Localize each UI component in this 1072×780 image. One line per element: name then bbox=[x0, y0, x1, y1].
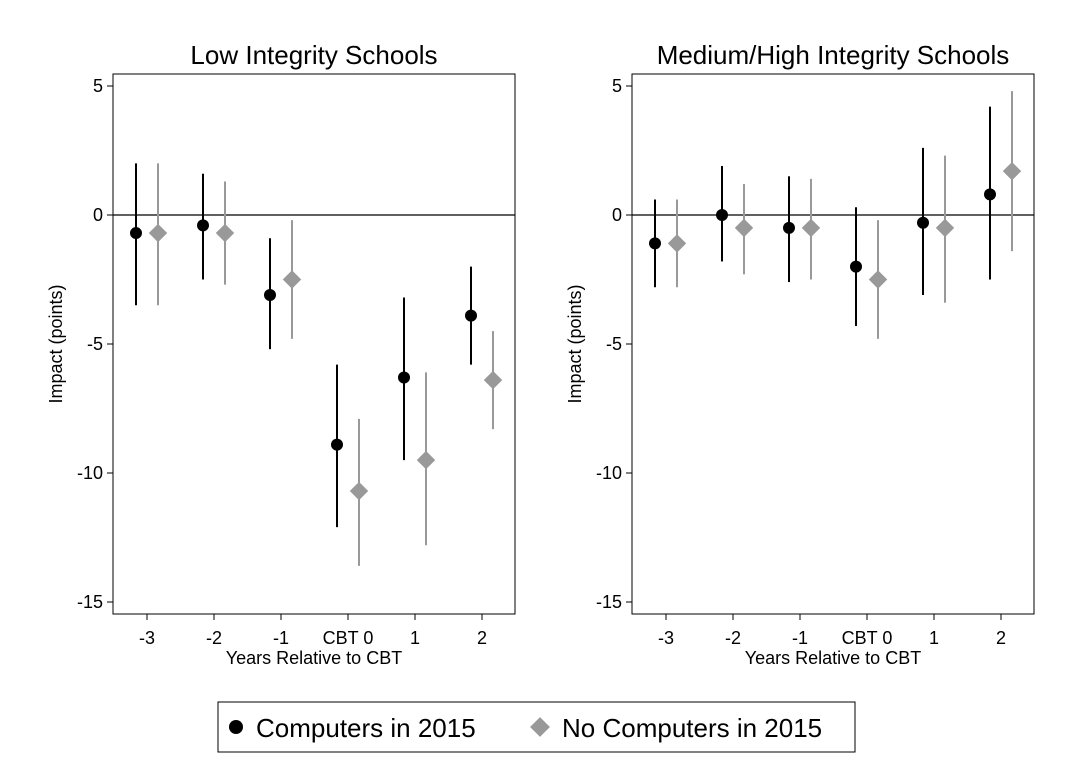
x-tick-label: -2 bbox=[206, 628, 222, 648]
data-point bbox=[282, 270, 302, 289]
x-tick-label: -3 bbox=[658, 628, 674, 648]
data-point bbox=[130, 227, 142, 240]
x-axis-label: Years Relative to CBT bbox=[226, 648, 402, 668]
x-tick-label: 1 bbox=[410, 628, 420, 648]
plot-marks bbox=[113, 163, 515, 566]
legend-marker-diamond bbox=[530, 717, 550, 737]
data-point bbox=[667, 234, 687, 253]
y-tick-label: -5 bbox=[606, 334, 622, 354]
y-axis: 5 0 -5 -10 -15 bbox=[77, 76, 113, 612]
data-point bbox=[917, 216, 929, 229]
plot-frame bbox=[112, 73, 516, 615]
data-point bbox=[465, 309, 477, 322]
plot-frame bbox=[631, 73, 1035, 615]
legend-label: No Computers in 2015 bbox=[562, 713, 822, 743]
x-axis: -3 -2 -1 CBT 0 1 2 bbox=[139, 614, 487, 648]
x-tick-label: -2 bbox=[725, 628, 741, 648]
x-tick-label: -3 bbox=[139, 628, 155, 648]
data-point bbox=[483, 370, 503, 390]
data-point bbox=[331, 438, 343, 451]
data-point bbox=[850, 260, 862, 273]
data-point bbox=[783, 221, 795, 234]
y-tick-label: -10 bbox=[596, 463, 622, 483]
data-point bbox=[935, 218, 955, 238]
y-tick-label: 5 bbox=[93, 76, 103, 96]
panel-low-integrity: Low Integrity Schools 5 0 -5 -10 -15 -3 -2 -1 C… bbox=[46, 40, 516, 668]
data-point bbox=[734, 218, 754, 238]
x-tick-label: 1 bbox=[929, 628, 939, 648]
y-tick-label: -15 bbox=[596, 592, 622, 612]
data-point bbox=[416, 450, 436, 470]
y-tick-label: -10 bbox=[77, 463, 103, 483]
y-tick-label: 5 bbox=[612, 76, 622, 96]
panel-medium-high-integrity: Medium/High Integrity Schools 50-5-10-15… bbox=[565, 40, 1035, 668]
y-axis-label: Impact (points) bbox=[46, 284, 66, 403]
data-point bbox=[215, 223, 235, 243]
y-tick-label: 0 bbox=[93, 205, 103, 225]
data-point bbox=[264, 288, 276, 301]
data-point bbox=[649, 237, 661, 250]
data-point bbox=[1002, 161, 1022, 181]
x-tick-label: 2 bbox=[477, 628, 487, 648]
x-tick-label: -1 bbox=[273, 628, 289, 648]
x-tick-label: 2 bbox=[996, 628, 1006, 648]
legend: Computers in 2015 No Computers in 2015 bbox=[217, 701, 856, 753]
plot-marks bbox=[632, 91, 1034, 339]
x-tick-label: CBT 0 bbox=[323, 628, 374, 648]
data-point bbox=[398, 371, 410, 384]
chart-title: Medium/High Integrity Schools bbox=[657, 40, 1010, 70]
x-tick-label: -1 bbox=[792, 628, 808, 648]
legend-marker-circle bbox=[229, 720, 243, 734]
y-tick-label: -15 bbox=[77, 592, 103, 612]
chart-title: Low Integrity Schools bbox=[190, 40, 437, 70]
y-tick-label: -5 bbox=[87, 334, 103, 354]
x-tick-label: CBT 0 bbox=[842, 628, 893, 648]
y-tick-label: 0 bbox=[612, 205, 622, 225]
data-point bbox=[349, 481, 369, 501]
data-point bbox=[801, 218, 821, 238]
y-axis: 5 0 -5 -10 -15 bbox=[596, 76, 632, 612]
data-point bbox=[984, 188, 996, 201]
data-point bbox=[868, 270, 888, 289]
x-axis: -3 -2 -1 CBT 0 1 2 bbox=[658, 614, 1006, 648]
y-axis-label: Impact (points) bbox=[565, 284, 585, 403]
legend-label: Computers in 2015 bbox=[256, 713, 476, 743]
data-point bbox=[716, 209, 728, 221]
x-axis-label: Years Relative to CBT bbox=[745, 648, 921, 668]
data-point bbox=[148, 223, 168, 243]
data-point bbox=[197, 219, 209, 232]
